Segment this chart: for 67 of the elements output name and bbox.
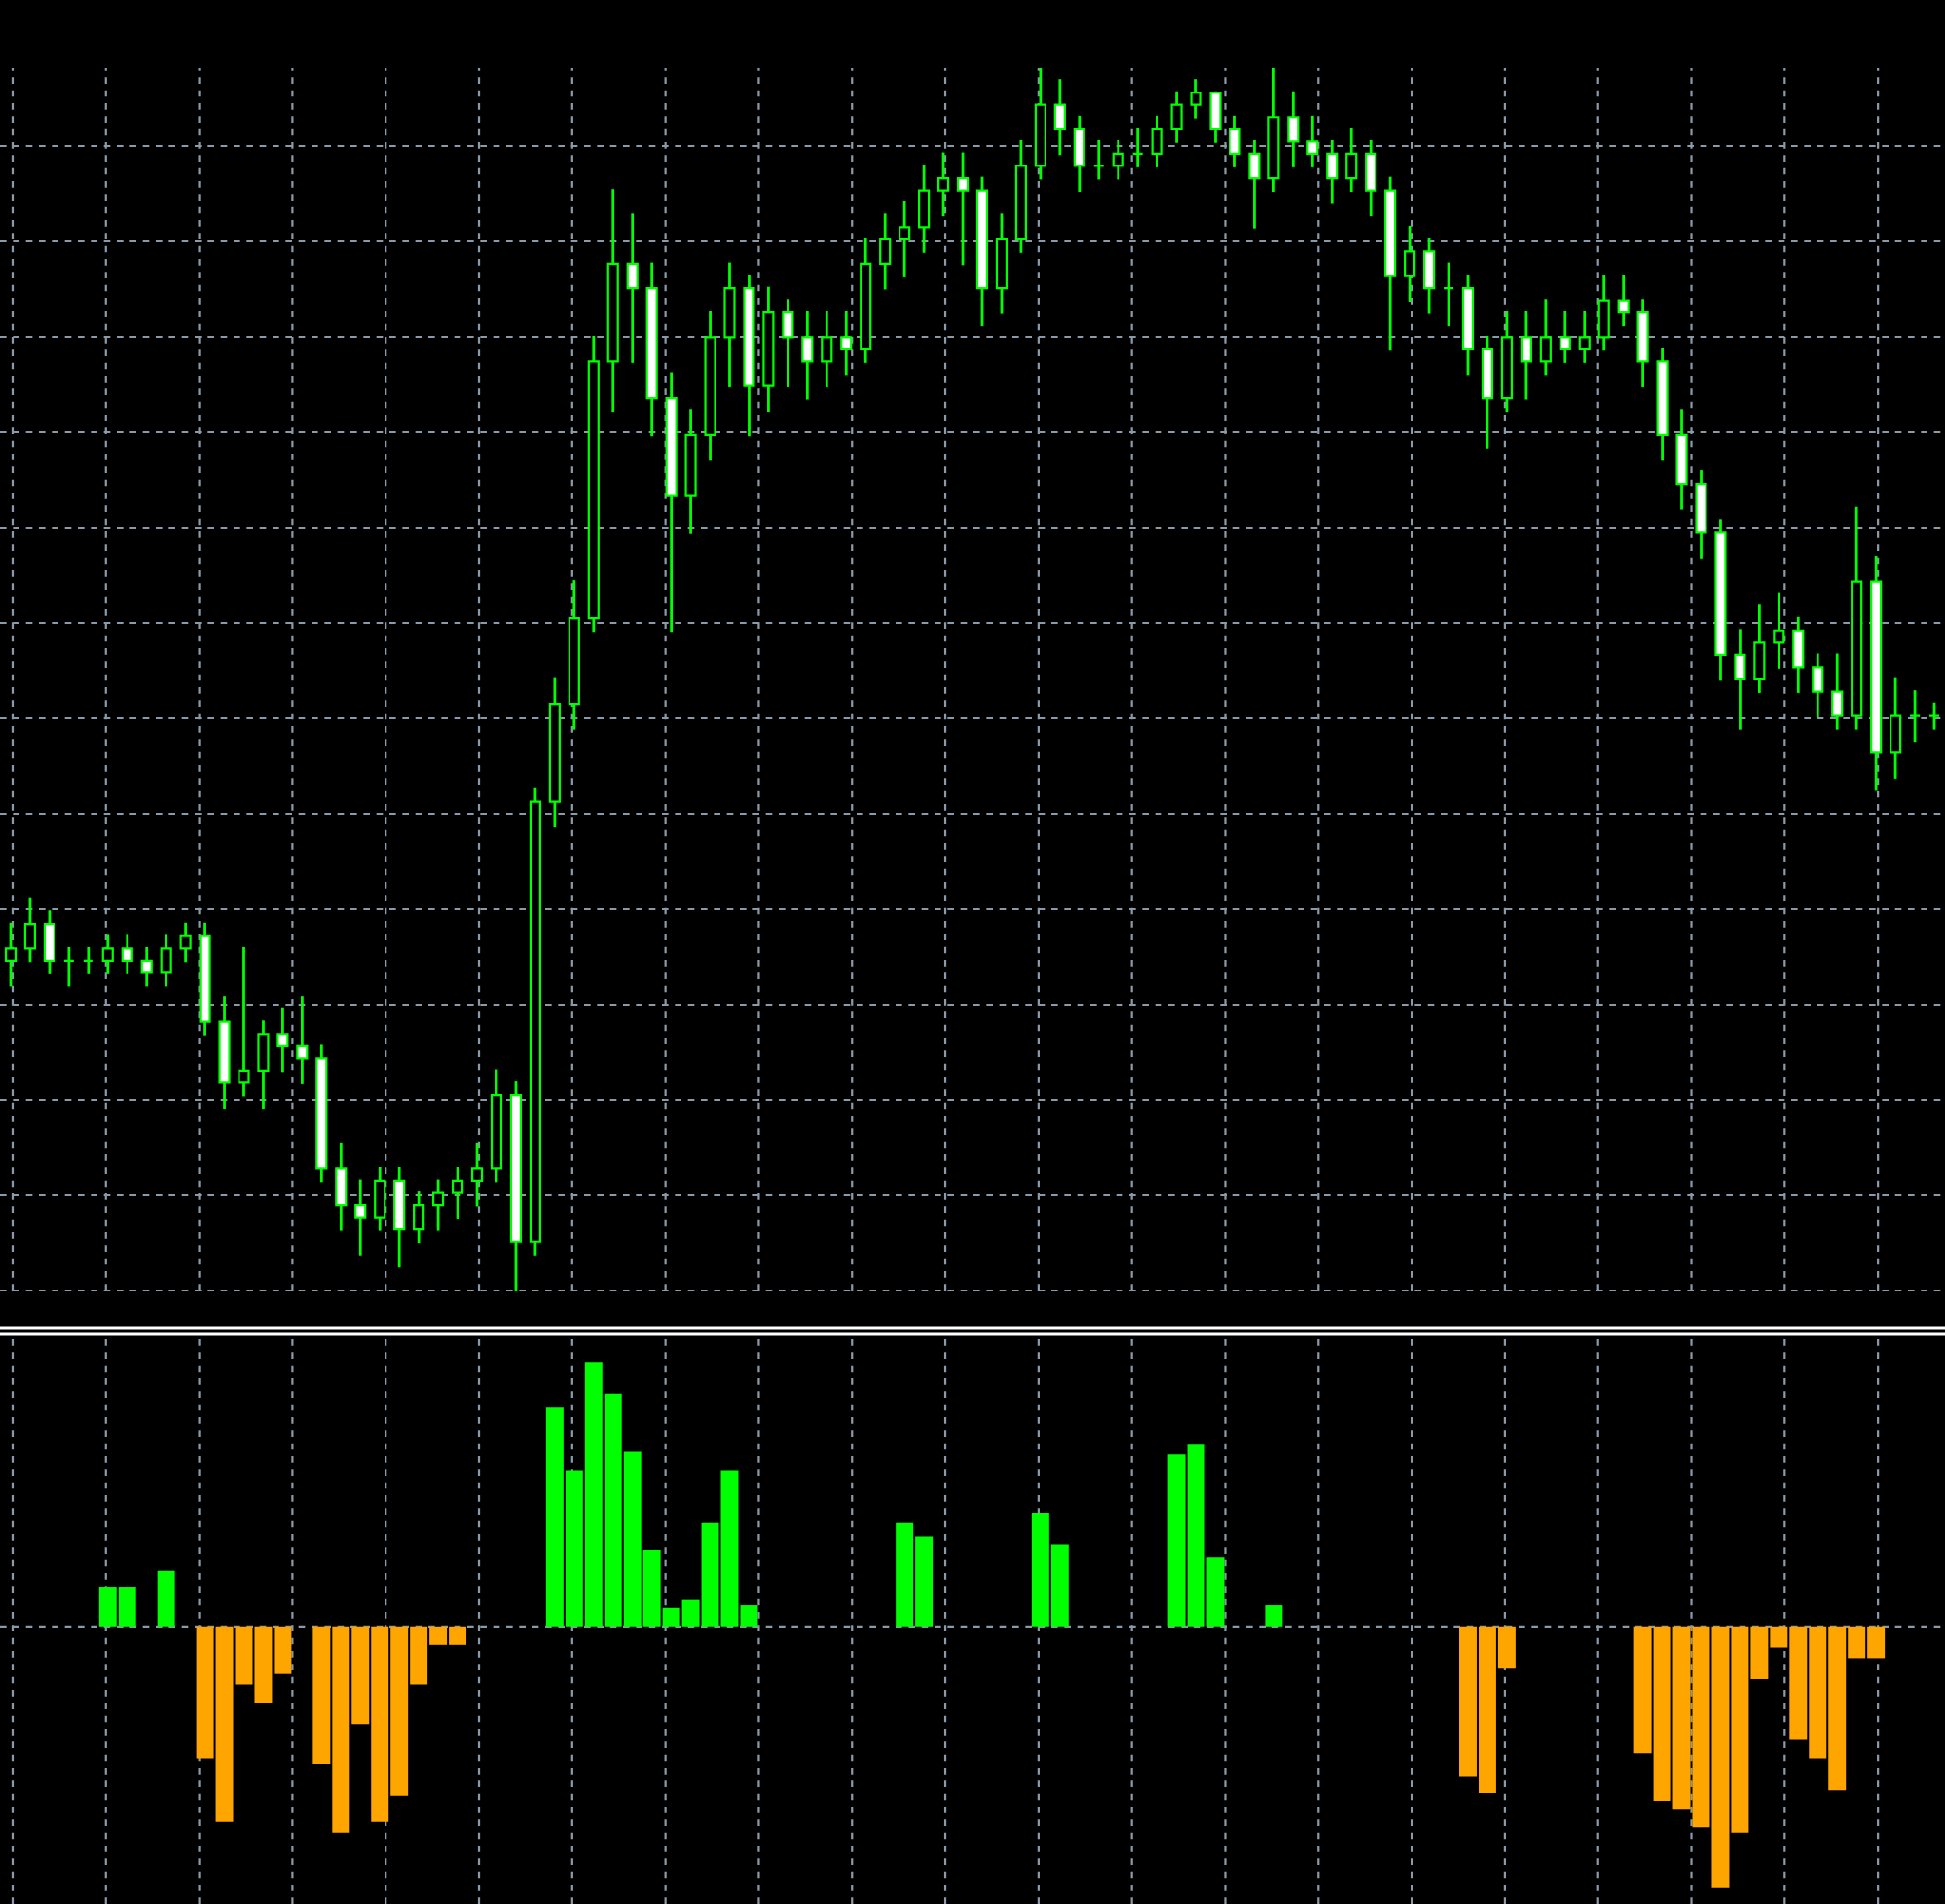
candlestick [354, 1179, 367, 1256]
candlestick [296, 996, 309, 1084]
candlestick [1092, 139, 1105, 180]
candlestick [1326, 139, 1339, 204]
candlestick [1248, 139, 1261, 229]
candlestick [1209, 91, 1222, 143]
candlestick [374, 1167, 386, 1231]
candlestick [1151, 115, 1163, 167]
candlestick [1559, 311, 1571, 363]
candlestick [4, 922, 18, 987]
candlestick [1422, 238, 1436, 314]
candlestick [1345, 128, 1358, 192]
candlestick [956, 152, 970, 266]
candlestick [936, 152, 950, 217]
candlestick [43, 910, 55, 974]
candlestick [335, 1142, 348, 1231]
candlestick [1617, 275, 1630, 327]
candlestick [1578, 311, 1591, 363]
candlestick [1812, 653, 1824, 718]
candlestick [101, 934, 114, 974]
candlestick [413, 1191, 425, 1244]
candlestick [1773, 592, 1785, 669]
candlestick [1112, 139, 1124, 180]
bar [157, 1570, 175, 1627]
candlestick [1170, 91, 1183, 143]
candlestick [840, 311, 853, 376]
candlestick [121, 934, 133, 974]
candlestick [801, 311, 814, 400]
candlestick [140, 946, 153, 987]
candlestick [1734, 629, 1746, 730]
candlestick [257, 1020, 270, 1109]
candlestick [899, 201, 911, 277]
candlestick [470, 1142, 484, 1207]
candlestick [23, 897, 37, 963]
candlestick [1404, 225, 1416, 303]
candlestick [276, 1007, 289, 1073]
candlestick [1753, 604, 1766, 693]
candlestick [1908, 690, 1922, 743]
candlestick [1442, 262, 1455, 327]
candlestick [432, 1179, 445, 1231]
candlestick [62, 946, 75, 987]
candlestick [879, 213, 892, 290]
candlestick [451, 1167, 464, 1220]
candlestick [1306, 115, 1319, 167]
candlestick [918, 165, 931, 253]
candlestick [179, 922, 192, 963]
candlestick [82, 946, 94, 974]
candlestick [821, 311, 833, 387]
candlestick [160, 934, 172, 987]
candlestick [1927, 702, 1941, 730]
candlestick [1890, 677, 1902, 779]
bar [1265, 1605, 1283, 1627]
candlestick [1287, 91, 1300, 167]
candlestick [238, 946, 250, 1097]
candlestick [1365, 139, 1377, 217]
candlestick [1539, 299, 1552, 376]
candlestick [1597, 275, 1610, 351]
candlestick [626, 213, 639, 363]
candlestick [782, 299, 794, 387]
candlestick [1229, 115, 1241, 167]
candlestick [1053, 79, 1066, 156]
candlestick [1831, 653, 1844, 730]
candlestick [1792, 616, 1805, 693]
candlestick [1073, 115, 1085, 192]
candlestick [1190, 79, 1202, 119]
candlestick [1520, 311, 1532, 400]
candlestick [1131, 128, 1144, 167]
